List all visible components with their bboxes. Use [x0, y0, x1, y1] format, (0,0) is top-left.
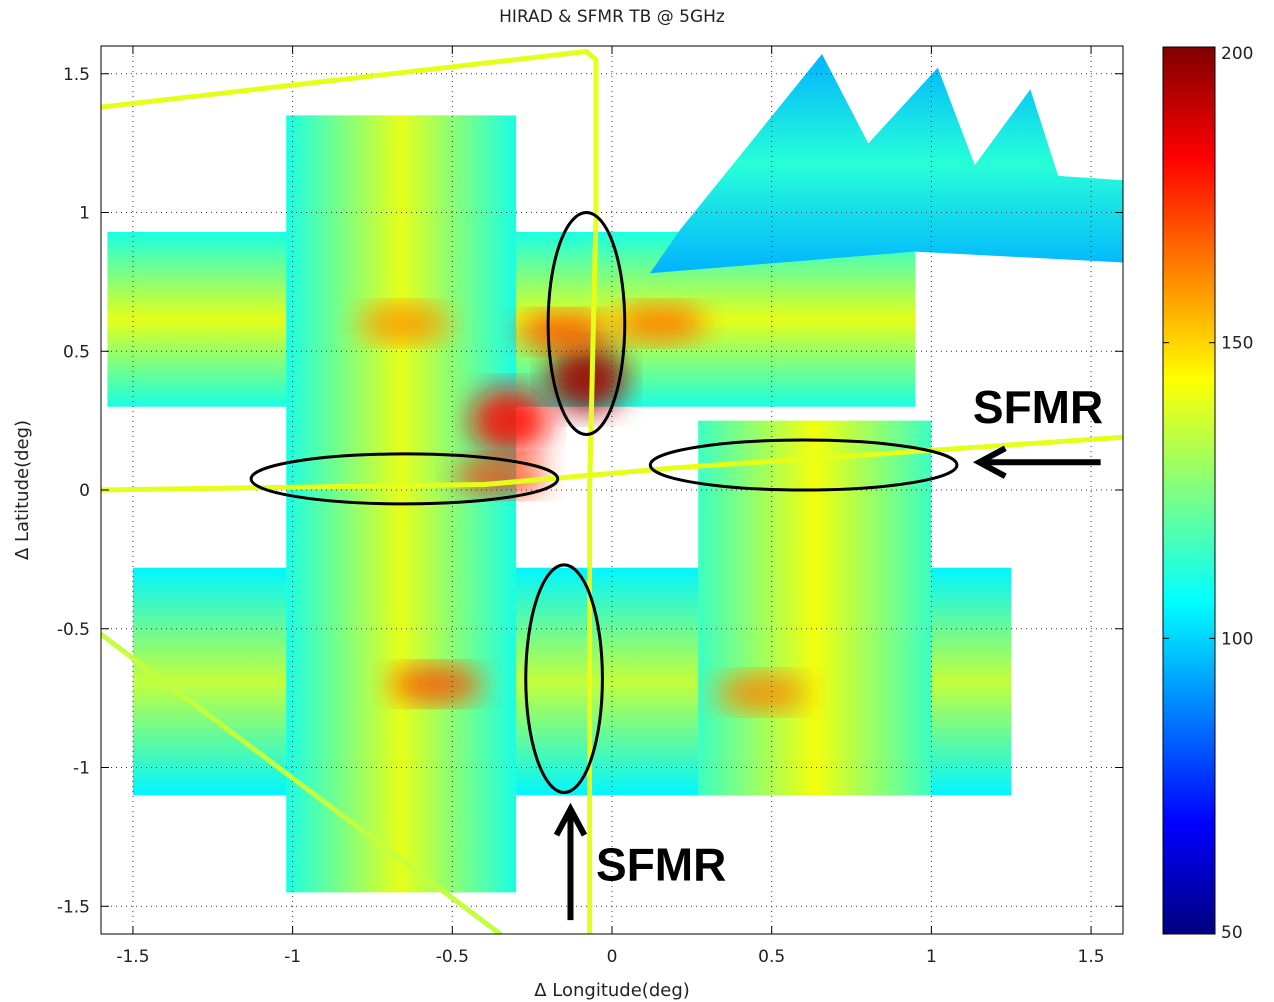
highlight-ellipse — [249, 452, 560, 506]
ellipse-layer — [249, 211, 959, 794]
tb-hotspot — [469, 386, 550, 455]
x-tick-label: 0.5 — [758, 947, 785, 967]
y-tick-label: 1 — [79, 204, 90, 224]
x-tick-label: -1.5 — [116, 947, 149, 967]
annotation-arrow-head — [972, 445, 1007, 479]
swath-vertical — [698, 420, 932, 796]
tb-hotspot — [716, 674, 809, 711]
tb-hotspot — [613, 305, 706, 342]
annotation-label: SFMR — [973, 381, 1103, 433]
sfmr-track — [584, 49, 599, 934]
colorbar-tick-label: 100 — [1221, 629, 1253, 649]
x-axis-label: Δ Longitude(deg) — [534, 980, 690, 1001]
y-axis-label: Δ Latitude(deg) — [12, 420, 33, 560]
plot-content — [101, 46, 1123, 934]
x-tick-label: -1 — [284, 947, 301, 967]
x-tick-label: 0 — [607, 947, 618, 967]
annotation-label: SFMR — [596, 839, 726, 891]
tb-hotspot — [454, 458, 547, 495]
track-layer — [101, 49, 1123, 934]
tb-hotspot — [518, 313, 611, 350]
sfmr-track — [101, 631, 503, 934]
annotation-layer: SFMR SFMR — [553, 381, 1103, 921]
swath-layer — [107, 54, 1123, 893]
sfmr-track — [101, 434, 1123, 493]
y-axis-ticks: -1.5 -1 -0.5 0 0.5 1 1.5 — [57, 65, 1123, 917]
y-tick-label: 1.5 — [63, 65, 90, 85]
tb-hotspot — [358, 305, 451, 342]
y-tick-label: 0.5 — [63, 342, 90, 362]
y-tick-label: 0 — [79, 481, 90, 501]
sfmr-track — [101, 49, 589, 110]
colorbar-frame — [1162, 46, 1216, 935]
chart-title: HIRAD & SFMR TB @ 5GHz — [499, 7, 725, 27]
x-axis-ticks: -1.5 -1 -0.5 0 0.5 1 1.5 — [116, 46, 1105, 967]
y-tick-label: -0.5 — [57, 620, 90, 640]
y-tick-label: -1 — [73, 759, 90, 779]
tb-hotspot — [390, 666, 483, 703]
colorbar: 50 100 150 200 — [1162, 44, 1253, 943]
colorbar-gradient — [1163, 47, 1215, 934]
x-tick-label: -0.5 — [436, 947, 469, 967]
highlight-ellipse — [648, 438, 959, 492]
highlight-ellipse — [524, 563, 604, 794]
hotspot-layer — [358, 305, 809, 711]
tb-hotspot — [546, 345, 627, 413]
x-tick-label: 1.5 — [1078, 947, 1105, 967]
x-tick-label: 1 — [926, 947, 937, 967]
colorbar-tick-label: 150 — [1221, 334, 1253, 354]
colorbar-tick-label: 50 — [1221, 923, 1243, 943]
swath-fan — [649, 54, 1123, 274]
highlight-ellipse — [546, 211, 627, 436]
grid-layer — [101, 46, 1123, 934]
annotation-arrow-head — [553, 802, 588, 837]
colorbar-ticks: 50 100 150 200 — [1163, 44, 1253, 943]
colorbar-tick-label: 200 — [1221, 44, 1253, 64]
y-tick-label: -1.5 — [57, 897, 90, 917]
